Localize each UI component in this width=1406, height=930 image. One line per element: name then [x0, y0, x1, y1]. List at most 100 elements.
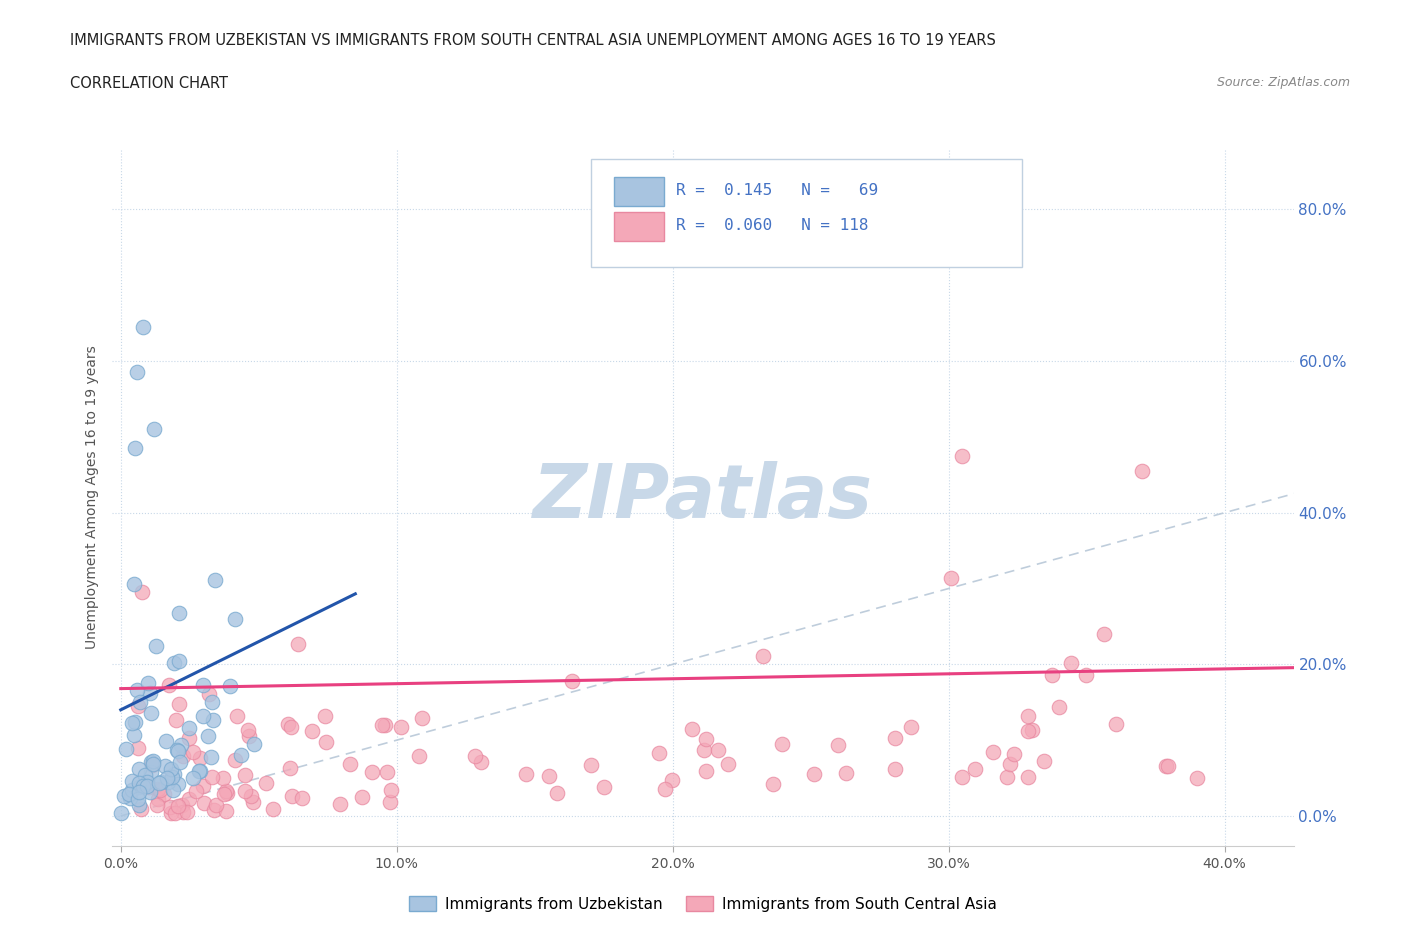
Immigrants from Uzbekistan: [125, 683, 148, 698]
Immigrants from Uzbekistan: [121, 782, 143, 797]
Immigrants from Uzbekistan: [124, 715, 146, 730]
Immigrants from South Central Asia: [129, 802, 152, 817]
Immigrants from Uzbekistan: [142, 422, 165, 437]
FancyBboxPatch shape: [614, 177, 664, 206]
Immigrants from South Central Asia: [378, 794, 401, 809]
Immigrants from South Central Asia: [188, 751, 211, 766]
Immigrants from Uzbekistan: [153, 759, 176, 774]
Immigrants from Uzbekistan: [139, 754, 162, 769]
Immigrants from Uzbekistan: [132, 778, 155, 793]
Immigrants from South Central Asia: [515, 766, 537, 781]
Immigrants from Uzbekistan: [117, 787, 139, 802]
Immigrants from Uzbekistan: [167, 605, 190, 620]
Immigrants from South Central Asia: [127, 698, 149, 713]
Immigrants from Uzbekistan: [139, 764, 162, 779]
Immigrants from South Central Asia: [1157, 758, 1180, 773]
Immigrants from Uzbekistan: [197, 728, 219, 743]
Text: R =  0.060   N = 118: R = 0.060 N = 118: [676, 218, 869, 233]
Immigrants from South Central Asia: [408, 749, 430, 764]
Immigrants from South Central Asia: [163, 805, 186, 820]
Immigrants from South Central Asia: [1017, 724, 1039, 738]
Immigrants from South Central Asia: [239, 789, 262, 804]
FancyBboxPatch shape: [591, 159, 1022, 268]
Legend: Immigrants from Uzbekistan, Immigrants from South Central Asia: Immigrants from Uzbekistan, Immigrants f…: [402, 890, 1004, 918]
Immigrants from South Central Asia: [579, 757, 602, 772]
Immigrants from South Central Asia: [803, 766, 825, 781]
Immigrants from Uzbekistan: [129, 695, 152, 710]
Immigrants from Uzbekistan: [201, 695, 224, 710]
Immigrants from Uzbekistan: [169, 755, 191, 770]
Immigrants from South Central Asia: [1094, 627, 1116, 642]
Immigrants from Uzbekistan: [155, 733, 177, 748]
Immigrants from Uzbekistan: [132, 320, 155, 335]
Immigrants from South Central Asia: [226, 709, 249, 724]
Immigrants from Uzbekistan: [166, 743, 188, 758]
Immigrants from Uzbekistan: [159, 762, 181, 777]
Immigrants from Uzbekistan: [127, 791, 149, 806]
Immigrants from South Central Asia: [360, 764, 382, 779]
Immigrants from South Central Asia: [242, 795, 264, 810]
Immigrants from South Central Asia: [202, 803, 225, 817]
Immigrants from South Central Asia: [1060, 656, 1083, 671]
Immigrants from South Central Asia: [145, 797, 167, 812]
Immigrants from South Central Asia: [1076, 668, 1098, 683]
Immigrants from Uzbekistan: [124, 441, 146, 456]
Immigrants from South Central Asia: [981, 744, 1004, 759]
Immigrants from Uzbekistan: [135, 778, 157, 793]
Immigrants from Uzbekistan: [163, 767, 186, 782]
Immigrants from South Central Asia: [941, 571, 963, 586]
Immigrants from South Central Asia: [214, 787, 236, 802]
Immigrants from Uzbekistan: [163, 656, 186, 671]
Immigrants from Uzbekistan: [128, 798, 150, 813]
Immigrants from South Central Asia: [681, 722, 703, 737]
Immigrants from South Central Asia: [205, 797, 228, 812]
Immigrants from South Central Asia: [1040, 668, 1063, 683]
Immigrants from South Central Asia: [181, 745, 204, 760]
Immigrants from Uzbekistan: [204, 573, 226, 588]
Immigrants from South Central Asia: [291, 790, 314, 805]
Immigrants from Uzbekistan: [177, 721, 200, 736]
Immigrants from South Central Asia: [179, 731, 201, 746]
Immigrants from South Central Asia: [464, 749, 486, 764]
Immigrants from South Central Asia: [146, 781, 169, 796]
Immigrants from South Central Asia: [537, 769, 560, 784]
Immigrants from South Central Asia: [389, 719, 412, 734]
Immigrants from South Central Asia: [314, 709, 336, 724]
Immigrants from South Central Asia: [329, 796, 352, 811]
Text: ZIPatlas: ZIPatlas: [533, 461, 873, 534]
Immigrants from South Central Asia: [1021, 723, 1043, 737]
Immigrants from South Central Asia: [224, 753, 246, 768]
Immigrants from South Central Asia: [169, 697, 191, 711]
Immigrants from Uzbekistan: [142, 754, 165, 769]
Immigrants from South Central Asia: [995, 769, 1018, 784]
Immigrants from South Central Asia: [215, 804, 238, 818]
Immigrants from South Central Asia: [160, 805, 183, 820]
Immigrants from South Central Asia: [138, 779, 160, 794]
Immigrants from Uzbekistan: [181, 771, 204, 786]
Immigrants from South Central Asia: [339, 756, 361, 771]
Immigrants from Uzbekistan: [121, 715, 143, 730]
Immigrants from South Central Asia: [707, 743, 730, 758]
Immigrants from South Central Asia: [233, 783, 256, 798]
Immigrants from South Central Asia: [1154, 758, 1177, 773]
Immigrants from South Central Asia: [884, 761, 907, 776]
Immigrants from Uzbekistan: [136, 775, 159, 790]
Immigrants from South Central Asia: [235, 767, 257, 782]
Immigrants from South Central Asia: [177, 791, 200, 806]
Immigrants from South Central Asia: [1047, 700, 1070, 715]
FancyBboxPatch shape: [614, 212, 664, 241]
Immigrants from South Central Asia: [648, 745, 671, 760]
Immigrants from South Central Asia: [170, 798, 193, 813]
Immigrants from South Central Asia: [167, 798, 190, 813]
Immigrants from South Central Asia: [215, 784, 238, 799]
Immigrants from South Central Asia: [149, 782, 172, 797]
Immigrants from South Central Asia: [561, 673, 583, 688]
Immigrants from South Central Asia: [350, 790, 373, 804]
Immigrants from South Central Asia: [148, 792, 170, 807]
Immigrants from Uzbekistan: [188, 764, 211, 778]
Immigrants from Uzbekistan: [170, 737, 193, 752]
Immigrants from South Central Asia: [884, 731, 907, 746]
Immigrants from South Central Asia: [217, 786, 239, 801]
Immigrants from Uzbekistan: [224, 611, 246, 626]
Text: R =  0.145   N =   69: R = 0.145 N = 69: [676, 183, 877, 198]
